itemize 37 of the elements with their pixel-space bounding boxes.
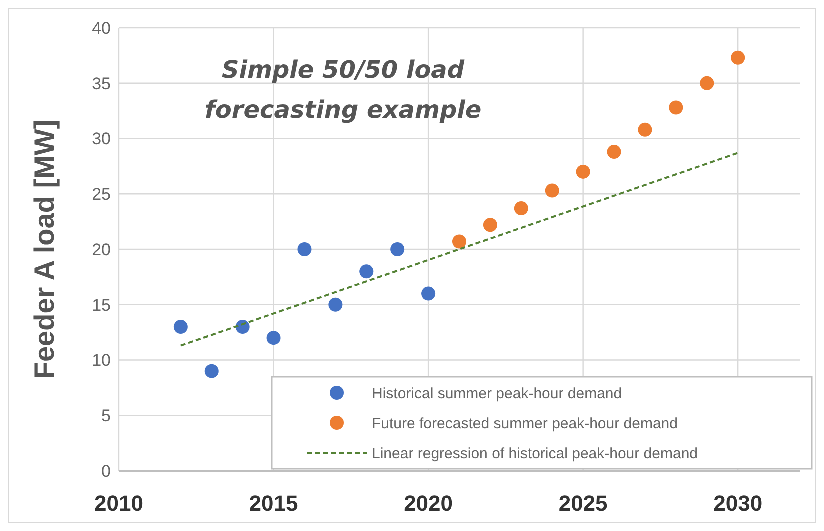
legend-label: Future forecasted summer peak-hour demand	[372, 415, 678, 432]
y-tick-label: 25	[92, 185, 111, 204]
point	[360, 264, 374, 279]
x-tick-label: 2010	[94, 491, 144, 516]
point	[328, 298, 343, 312]
y-tick-label: 35	[92, 74, 111, 94]
text: Simple 50/50 load forecasting example	[204, 55, 483, 126]
x-tick-label: 2020	[404, 491, 454, 516]
y-tick-label: 0	[102, 462, 111, 481]
y-tick-label: 10	[92, 351, 111, 370]
point	[700, 76, 714, 90]
x-tick-label: 2030	[714, 491, 763, 516]
y-tick-label: 5	[102, 406, 111, 426]
point	[576, 164, 590, 179]
y-tick-label: 40	[92, 18, 111, 38]
point	[174, 320, 188, 334]
y-axis-title: Feeder A load [MW]	[29, 120, 60, 380]
point	[390, 242, 405, 256]
point	[422, 286, 436, 301]
y-tick-label: 20	[92, 240, 111, 260]
y-tick-label: 30	[92, 130, 111, 149]
point	[483, 218, 498, 232]
point	[514, 202, 528, 216]
point	[607, 145, 622, 160]
legend-label: Linear regression of historical peak-hour demand	[372, 445, 698, 462]
point	[266, 331, 281, 346]
legend-label: Historical summer peak-hour demand	[372, 385, 622, 402]
point	[545, 184, 560, 198]
x-tick-label: 2015	[249, 491, 298, 516]
point	[452, 234, 466, 249]
x-tick-label: 2025	[558, 491, 608, 516]
point	[298, 242, 312, 256]
y-tick-label: 15	[92, 296, 111, 315]
point	[669, 100, 684, 115]
point	[731, 50, 746, 65]
point	[638, 122, 652, 137]
point	[204, 364, 219, 378]
